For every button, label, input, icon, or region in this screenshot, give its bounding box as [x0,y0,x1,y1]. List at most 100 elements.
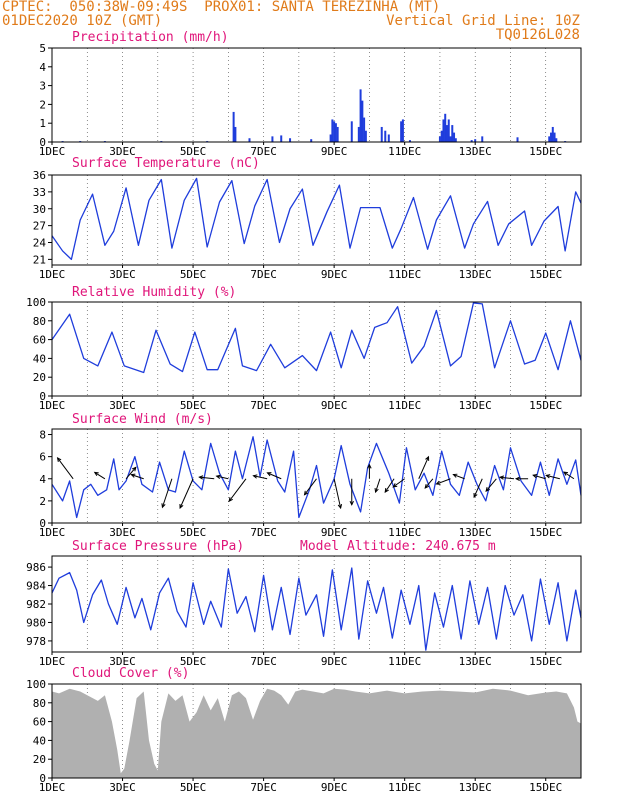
wind-vector [473,478,483,498]
x-tick-label: 7DEC [250,655,277,668]
wind-vector [453,474,465,480]
x-tick-label: 15DEC [529,399,562,412]
precip-bar [234,126,237,142]
x-tick-label: 5DEC [180,781,207,794]
wind-vector [546,474,560,480]
y-tick-label: 21 [33,253,46,266]
precip-bar [551,126,554,142]
wind-vector-head [228,497,233,503]
wind-vector [228,478,247,502]
wind-vector-head [384,488,389,494]
wind-vector-head [425,455,430,461]
wind-vector-head [545,474,551,479]
precip-bar [280,135,283,142]
x-tick-label: 1DEC [39,268,66,281]
y-tick-label: 2 [39,495,46,508]
precip-bar [400,121,403,142]
wind-vector [216,475,229,480]
y-tick-label: 0 [39,390,46,403]
x-tick-label: 7DEC [250,399,277,412]
series-line [51,567,582,651]
precip-bar [550,132,553,142]
x-tick-label: 3DEC [109,526,136,539]
precip-bar [289,138,292,142]
wind-vector-head [303,490,309,496]
precip-bar [333,121,336,142]
x-tick-label: 13DEC [459,526,492,539]
x-tick-label: 7DEC [250,526,277,539]
precip-bar [445,125,448,142]
y-tick-label: 980 [26,616,46,629]
x-tick-label: 3DEC [109,145,136,158]
x-tick-label: 13DEC [459,781,492,794]
x-tick-label: 11DEC [388,268,421,281]
x-tick-label: 11DEC [388,399,421,412]
y-tick-label: 20 [33,371,46,384]
wind-vector [94,471,106,480]
precip-bar [361,100,364,142]
wind-vector-head [349,500,354,506]
panel-title: Surface Temperature (nC) [72,156,260,171]
y-tick-label: 100 [26,678,46,691]
y-tick-label: 986 [26,561,46,574]
y-tick-label: 3 [39,80,46,93]
wind-vector [333,478,342,509]
wind-vector [253,475,268,480]
precip-bar [555,138,558,142]
cloud-cover-area [52,688,581,778]
y-tick-label: 60 [33,716,46,729]
y-tick-label: 0 [39,772,46,785]
wind-vector-head [485,487,490,492]
wind-vector-head [266,472,272,477]
precip-bar [438,136,441,142]
panel-frame [51,174,582,266]
y-tick-label: 36 [33,169,46,182]
precip-bar [440,130,443,142]
y-tick-label: 33 [33,186,46,199]
precip-bar [310,139,313,142]
y-tick-label: 20 [33,753,46,766]
x-tick-label: 11DEC [388,655,421,668]
wind-vector-head [424,483,430,489]
x-tick-label: 13DEC [459,145,492,158]
y-tick-label: 1 [39,117,46,130]
wind-vector-head [130,473,136,478]
y-tick-label: 24 [33,237,47,250]
y-tick-label: 2 [39,98,46,111]
header-code: TQ0126L028 [495,27,580,43]
x-tick-label: 11DEC [388,145,421,158]
precip-bar [454,138,457,142]
y-tick-label: 80 [33,315,46,328]
x-tick-label: 15DEC [529,781,562,794]
precip-bar [329,134,332,142]
x-tick-label: 1DEC [39,399,66,412]
series-line [51,302,582,374]
wind-vector-head [337,504,343,510]
wind-vector [199,476,215,480]
x-tick-label: 9DEC [321,145,348,158]
x-tick-label: 11DEC [388,781,421,794]
x-tick-label: 9DEC [321,399,348,412]
x-tick-label: 13DEC [459,268,492,281]
y-tick-label: 100 [26,296,46,309]
precip-bar [447,119,450,142]
x-tick-label: 1DEC [39,655,66,668]
panel-frame [51,428,582,524]
precip-bar [453,132,456,142]
precip-bar [271,136,274,142]
x-tick-label: 5DEC [180,145,207,158]
series-line [51,436,582,519]
wind-vector-head [374,488,379,494]
panel-title: Surface Wind (m/s) [72,412,213,427]
precip-bar [364,130,367,142]
x-tick-label: 15DEC [529,655,562,668]
wind-vector [436,478,451,485]
precip-bar [350,121,353,142]
wind-vector-head [367,463,372,469]
wind-vector [267,472,282,480]
x-tick-label: 9DEC [321,781,348,794]
x-tick-label: 15DEC [529,145,562,158]
precip-bar [387,134,390,142]
wind-vector [418,456,429,479]
wind-vector [304,478,317,496]
